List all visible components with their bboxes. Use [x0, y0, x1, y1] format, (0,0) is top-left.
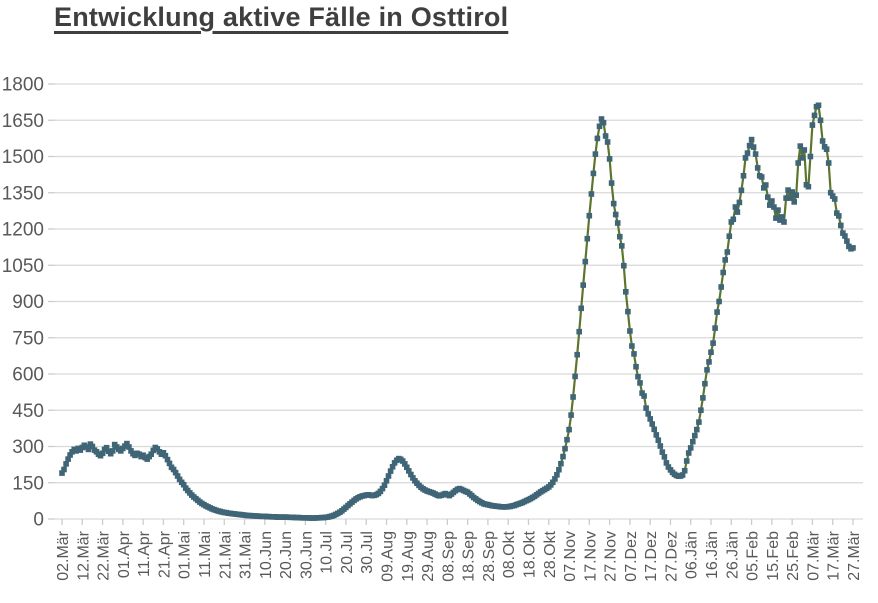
svg-text:08.Okt: 08.Okt [501, 530, 518, 578]
svg-text:01.Apr: 01.Apr [116, 530, 133, 578]
svg-text:08.Sep: 08.Sep [440, 531, 457, 582]
svg-text:06.Jän: 06.Jän [684, 531, 701, 579]
svg-text:10.Jul: 10.Jul [319, 531, 336, 574]
active-cases-line [61, 104, 854, 520]
svg-text:28.Sep: 28.Sep [481, 531, 498, 582]
svg-text:1350: 1350 [2, 183, 44, 204]
svg-text:1500: 1500 [2, 147, 44, 168]
svg-text:22.Mär: 22.Mär [96, 530, 113, 580]
svg-text:02.Mär: 02.Mär [55, 530, 72, 580]
svg-text:0: 0 [33, 510, 44, 531]
svg-text:900: 900 [12, 292, 44, 313]
svg-text:07.Nov: 07.Nov [562, 531, 579, 582]
svg-text:18.Okt: 18.Okt [521, 530, 538, 578]
y-tick-marks [48, 83, 55, 520]
svg-text:07.Mär: 07.Mär [805, 530, 822, 580]
svg-text:750: 750 [12, 328, 44, 349]
svg-text:11.Mai: 11.Mai [197, 531, 214, 578]
x-axis-labels: 02.Mär 12.Mär 22.Mär 01.Apr 11.Apr 21.Apr 01.M… [55, 530, 863, 581]
svg-text:27.Nov: 27.Nov [603, 531, 620, 582]
svg-text:1050: 1050 [2, 256, 44, 277]
svg-text:1200: 1200 [2, 220, 44, 241]
svg-text:17.Mär: 17.Mär [826, 530, 843, 580]
svg-text:15.Feb: 15.Feb [765, 531, 782, 581]
svg-text:10.Jun: 10.Jun [258, 531, 275, 579]
svg-text:600: 600 [12, 365, 44, 386]
svg-text:18.Sep: 18.Sep [461, 531, 478, 582]
svg-text:19.Aug: 19.Aug [400, 531, 417, 582]
x-tick-marks [61, 519, 854, 525]
svg-text:21.Apr: 21.Apr [156, 530, 173, 578]
svg-text:09.Aug: 09.Aug [380, 531, 397, 582]
svg-text:28.Okt: 28.Okt [542, 530, 559, 578]
svg-text:31.Mai: 31.Mai [238, 531, 255, 579]
active-cases-markers [59, 102, 856, 521]
svg-text:300: 300 [12, 437, 44, 458]
svg-text:30.Jun: 30.Jun [298, 531, 315, 579]
svg-text:01.Mai: 01.Mai [177, 531, 194, 579]
svg-text:27.Dez: 27.Dez [663, 531, 680, 582]
chart-title: Entwicklung aktive Fälle in Osttirol [54, 2, 509, 32]
svg-text:1800: 1800 [2, 75, 44, 96]
svg-text:17.Dez: 17.Dez [643, 531, 660, 582]
svg-text:17.Nov: 17.Nov [582, 531, 599, 582]
svg-text:26.Jän: 26.Jän [724, 531, 741, 579]
svg-text:450: 450 [12, 401, 44, 422]
svg-text:11.Apr: 11.Apr [136, 530, 153, 577]
svg-text:29.Aug: 29.Aug [420, 531, 437, 582]
y-gridlines [55, 83, 863, 520]
svg-text:20.Jul: 20.Jul [339, 531, 356, 574]
y-axis-labels: 0 150 300 450 600 750 900 1050 1200 1350 1500 1650 1… [2, 75, 44, 531]
svg-text:30.Jul: 30.Jul [359, 531, 376, 574]
svg-text:12.Mär: 12.Mär [75, 530, 92, 580]
svg-text:27.Mär: 27.Mär [846, 530, 863, 580]
svg-text:07.Dez: 07.Dez [623, 531, 640, 582]
svg-text:150: 150 [12, 473, 44, 494]
svg-text:20.Jun: 20.Jun [278, 531, 295, 579]
svg-text:1650: 1650 [2, 111, 44, 132]
svg-text:16.Jän: 16.Jän [704, 531, 721, 579]
svg-text:21.Mai: 21.Mai [217, 531, 234, 579]
svg-text:25.Feb: 25.Feb [785, 531, 802, 581]
svg-text:05.Feb: 05.Feb [745, 531, 762, 581]
